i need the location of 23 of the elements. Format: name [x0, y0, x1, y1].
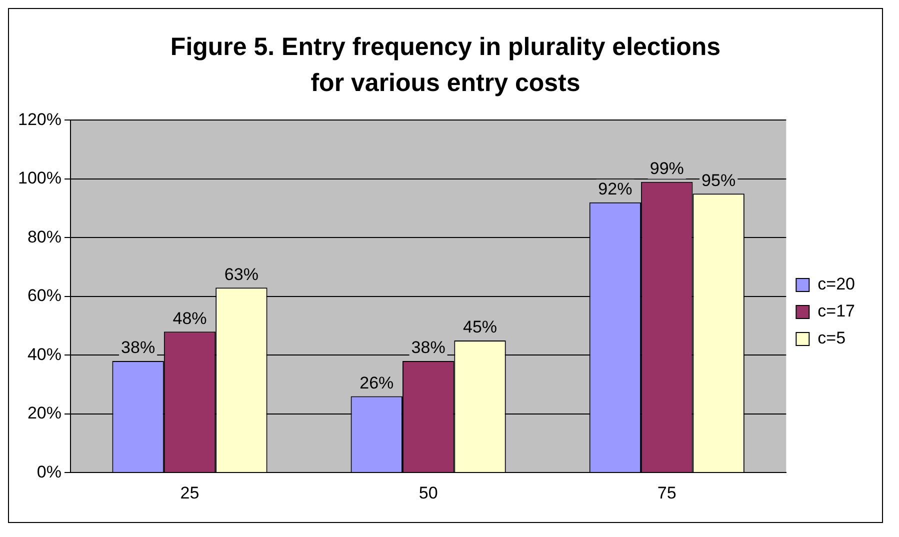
data-label: 38%	[121, 338, 156, 358]
y-tick-label: 60%	[27, 286, 62, 306]
data-label: 99%	[650, 159, 684, 178]
x-tick-label: 25	[180, 483, 200, 502]
data-label: 26%	[360, 373, 394, 392]
y-tick-label: 0%	[36, 462, 62, 482]
legend-label: c=5	[818, 328, 846, 348]
data-label: 38%	[411, 338, 446, 358]
x-tick-label: 75	[657, 483, 676, 502]
data-label: 63%	[224, 264, 258, 284]
y-tick-label: 80%	[27, 227, 62, 246]
data-label: 45%	[462, 318, 498, 337]
y-tick-label: 120%	[18, 110, 62, 129]
data-label: 92%	[598, 180, 632, 199]
data-label: 48%	[172, 308, 207, 328]
chart-title: Figure 5. Entry frequency in plurality elections for various entry costs	[169, 32, 722, 99]
legend-label: c=20	[818, 274, 856, 294]
y-tick-label: 100%	[18, 168, 62, 188]
x-tick-label: 50	[418, 483, 438, 502]
data-label: 95%	[702, 170, 736, 190]
legend-label: c=17	[818, 302, 856, 321]
y-tick-label: 40%	[27, 344, 62, 364]
y-tick-label: 20%	[27, 404, 62, 423]
